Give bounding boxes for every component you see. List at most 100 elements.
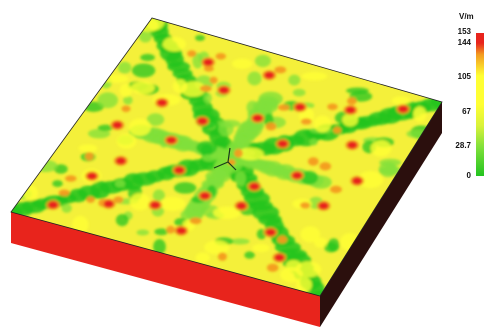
field-patch (292, 88, 306, 97)
field-patch (129, 193, 151, 211)
field-patch (204, 240, 230, 255)
field-patch (330, 185, 342, 194)
field-patch (300, 202, 311, 209)
field-patch (347, 141, 358, 149)
field-patch (128, 118, 152, 136)
field-patch (48, 201, 58, 209)
field-patch (391, 96, 411, 106)
field-patch (138, 30, 152, 43)
field-patch (121, 105, 131, 113)
field-patch (313, 115, 332, 133)
field-patch (145, 18, 165, 31)
field-patch (252, 243, 270, 253)
field-patch (123, 95, 133, 105)
field-patch (65, 175, 77, 182)
field-patch (318, 202, 329, 210)
field-patch (112, 121, 123, 129)
field-patch (52, 180, 63, 188)
field-patch (266, 263, 279, 272)
field-patch (97, 124, 114, 131)
field-patch (154, 228, 169, 236)
color-scale-bar (476, 33, 484, 176)
field-patch (413, 106, 427, 122)
field-patch (301, 72, 328, 81)
field-patch (258, 91, 283, 107)
field-patch (159, 196, 186, 211)
field-patch (212, 206, 241, 219)
field-patch (232, 58, 253, 69)
field-patch (300, 118, 312, 125)
field-patch (324, 242, 338, 253)
field-patch (246, 100, 259, 115)
field-patch (102, 74, 129, 83)
field-patch (86, 172, 97, 180)
field-patch (265, 122, 277, 131)
field-patch (209, 76, 218, 84)
color-scale-tick: 144 (457, 38, 471, 47)
slab-right-face (320, 102, 442, 327)
color-scale-tick: 28.7 (455, 141, 471, 150)
field-patch (264, 71, 275, 79)
field-patch (172, 79, 188, 94)
color-scale-tick: 105 (457, 72, 471, 81)
field-patch (130, 81, 155, 95)
field-patch (233, 148, 243, 158)
field-patch (103, 200, 114, 208)
field-patch (162, 36, 186, 52)
field-patch (235, 171, 247, 186)
field-patch (196, 140, 218, 155)
field-patch (345, 106, 356, 114)
field-patch (23, 185, 38, 201)
field-patch (113, 196, 124, 204)
field-patch (86, 196, 95, 203)
field-patch (252, 114, 263, 122)
field-patch (332, 126, 342, 134)
field-pattern (11, 18, 442, 296)
field-patch (307, 157, 319, 166)
field-patch (140, 53, 155, 62)
field-patch (192, 52, 203, 69)
field-patch (277, 235, 288, 244)
field-patch (116, 133, 137, 149)
field-patch (189, 217, 202, 225)
field-patch (217, 119, 241, 128)
field-patch (115, 157, 126, 165)
field-patch (136, 229, 150, 236)
field-patch (327, 103, 338, 111)
field-patch (277, 140, 288, 148)
field-patch (166, 136, 177, 144)
field-patch (117, 61, 132, 74)
field-patch (78, 144, 98, 153)
field-patch (236, 202, 247, 210)
field-patch (215, 52, 227, 60)
field-patch (114, 180, 126, 188)
field-patch (199, 85, 212, 92)
color-scale-unit: V/m (459, 12, 474, 21)
field-patch (342, 113, 359, 127)
field-patch (218, 86, 229, 94)
field-patch (146, 113, 165, 126)
field-patch (152, 189, 165, 202)
field-patch (61, 203, 72, 213)
field-patch (72, 215, 89, 234)
slab-outline (10, 17, 443, 297)
color-scale-tick: 67 (462, 107, 471, 116)
field-patch (314, 237, 328, 248)
field-patch (157, 99, 167, 107)
field-patch (254, 54, 271, 68)
field-patch (176, 227, 187, 235)
field-patch (187, 50, 197, 57)
field-patch (217, 252, 227, 261)
field-patch (119, 83, 132, 98)
field-patch (195, 252, 210, 264)
field-patch (398, 105, 409, 113)
slab-front-face (11, 212, 320, 327)
field-patch (265, 228, 276, 236)
field-patch (346, 87, 369, 94)
field-patch (370, 140, 392, 157)
field-patch (85, 152, 94, 161)
field-patch (292, 171, 303, 180)
field-patch (296, 277, 313, 293)
field-patch (378, 161, 398, 178)
